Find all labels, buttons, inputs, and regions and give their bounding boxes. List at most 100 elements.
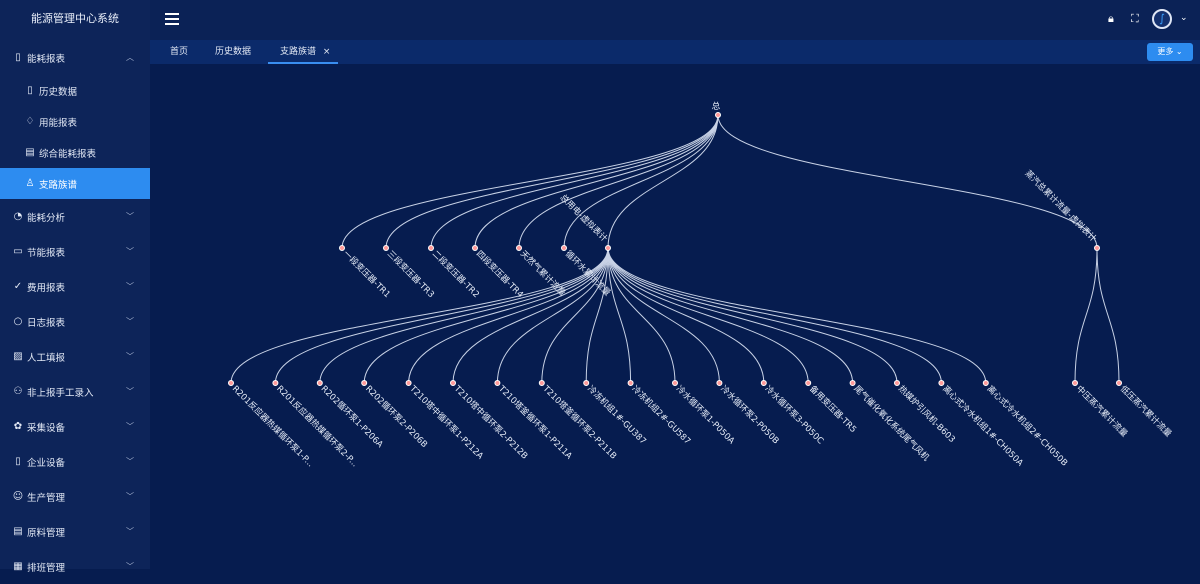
tree-node[interactable] — [450, 380, 456, 386]
tree-node-label: 天然气累计流量 — [518, 248, 568, 298]
tree-node[interactable] — [938, 380, 945, 386]
tree-node[interactable] — [760, 380, 767, 386]
tree-edge — [319, 247, 609, 384]
sidebar-item[interactable]: ⚇ 非上报手工录入 ﹀ — [0, 374, 150, 409]
tree-node[interactable] — [316, 380, 323, 386]
tree-node[interactable] — [272, 380, 279, 386]
sidebar-item[interactable]: ▨ 人工填报 ﹀ — [0, 339, 150, 374]
sidebar-item-label: 历史数据 — [39, 86, 78, 98]
tree-node[interactable] — [494, 380, 501, 386]
sidebar-item-label: 人工填报 — [27, 352, 66, 364]
tree-node[interactable] — [383, 245, 389, 251]
tree-node-label: 备用变压器-TR5 — [807, 383, 859, 435]
more-button[interactable]: 更多 ⌄ — [1147, 43, 1193, 61]
tree-node[interactable] — [361, 380, 368, 386]
tree-node[interactable] — [982, 380, 989, 386]
tree-node[interactable] — [1094, 245, 1100, 251]
sidebar-item[interactable]: ▯ 企业设备 ﹀ — [0, 444, 150, 479]
tree-edge — [607, 114, 719, 249]
document-icon: ▯ — [27, 85, 33, 96]
sidebar-item-label: 非上报手工录入 — [27, 387, 94, 399]
tree-edge — [1096, 247, 1120, 384]
sidebar-item[interactable]: ▯ 能耗报表 ︿ — [0, 40, 150, 75]
tree-edge — [274, 247, 609, 384]
chevron-down-icon: ﹀ — [126, 492, 134, 501]
chevron-down-icon[interactable]: ⌄ — [1180, 13, 1188, 23]
tab-label: 历史数据 — [215, 47, 252, 57]
chevron-down-icon: ﹀ — [126, 282, 134, 291]
tree-edge — [230, 247, 609, 384]
tree-node[interactable] — [716, 380, 723, 386]
tab-label: 首页 — [170, 47, 189, 57]
tab-label: 支路族谱 — [280, 47, 317, 57]
sidebar-item[interactable]: ▭ 节能报表 ﹀ — [0, 234, 150, 269]
tab-history[interactable]: 历史数据 — [215, 40, 251, 64]
sidebar-subitem[interactable]: ▯ 历史数据 — [0, 75, 150, 106]
tree-edge — [1074, 247, 1098, 384]
tree-node[interactable] — [894, 380, 900, 386]
sidebar-item[interactable]: ▤ 原料管理 ﹀ — [0, 514, 150, 549]
tree-node[interactable] — [605, 245, 611, 251]
tree-node-label: T210塔中循环泵1-P212A — [407, 383, 486, 462]
sidebar-item-label: 节能报表 — [27, 247, 66, 259]
avatar[interactable]: ∫ — [1152, 9, 1172, 29]
sidebar-item[interactable]: ✓ 费用报表 ﹀ — [0, 269, 150, 304]
tree-node[interactable] — [672, 380, 678, 386]
sidebar-item-label: 企业设备 — [27, 457, 66, 469]
sidebar-item[interactable]: ✿ 采集设备 ﹀ — [0, 409, 150, 444]
tree-node[interactable] — [1072, 380, 1078, 386]
sidebar-subitem[interactable]: ▤ 综合能耗报表 — [0, 137, 150, 168]
tab-bar: 首页 历史数据 支路族谱 × 更多 ⌄ — [150, 40, 1200, 64]
tree-node[interactable] — [339, 245, 345, 251]
sidebar-subitem[interactable]: ♙ 支路族谱 — [0, 168, 150, 199]
tree-node[interactable] — [428, 245, 434, 251]
branch-tree-chart: 一段变压器-TR1三段变压器-TR3二段变压器-TR2四段变压器-TR4天然气累… — [228, 101, 1174, 469]
tree-node[interactable] — [228, 380, 234, 386]
tree-edge — [408, 247, 609, 384]
bell-icon: ♢ — [25, 116, 35, 127]
tree-root-label: 总 — [712, 101, 721, 112]
sidebar-subitem[interactable]: ♢ 用能报表 — [0, 106, 150, 137]
tree-node-label: 二段变压器-TR2 — [430, 248, 482, 300]
tree-edge — [607, 247, 765, 384]
sidebar-item-label: 能耗分析 — [27, 212, 66, 224]
close-icon[interactable]: × — [322, 47, 331, 57]
tree-node-label: 一段变压器-TR1 — [341, 248, 393, 300]
header: 🔒︎ ⛶ ∫ ⌄ — [150, 0, 1200, 40]
tree-node[interactable] — [538, 380, 545, 386]
tree-node-label: 三段变压器-TR3 — [385, 248, 437, 300]
fullscreen-icon[interactable]: ⛶ — [1131, 12, 1139, 25]
tab-branch-tree[interactable]: 支路族谱 × — [268, 40, 338, 64]
tree-node-label: T210塔釜循环泵1-P211A — [496, 383, 575, 462]
menu-toggle-icon[interactable] — [165, 13, 179, 25]
sidebar-item[interactable]: ☺ 生产管理 ﹀ — [0, 479, 150, 514]
tree-node[interactable] — [627, 380, 634, 386]
tree-node[interactable] — [583, 380, 590, 386]
document-icon: ▯ — [15, 52, 21, 63]
tree-node[interactable] — [472, 245, 478, 251]
sidebar-item[interactable]: ○ 日志报表 ﹀ — [0, 304, 150, 339]
chevron-down-icon: ﹀ — [126, 317, 134, 326]
sidebar-item[interactable]: ◔ 能耗分析 ﹀ — [0, 199, 150, 234]
tab-home[interactable]: 首页 — [170, 40, 188, 64]
check-circle-icon: ✓ — [13, 281, 23, 292]
tree-edge — [607, 247, 720, 384]
tree-root-node[interactable] — [715, 112, 721, 118]
sidebar-item-label: 用能报表 — [39, 117, 78, 129]
tree-node-label: 离心式冷水机组2#-CH050B — [985, 383, 1070, 468]
tree-node[interactable] — [516, 245, 522, 251]
tree-node[interactable] — [405, 380, 412, 386]
tree-edge — [607, 247, 854, 384]
sidebar-item[interactable]: ▦ 排班管理 ﹀ — [0, 549, 150, 584]
chart-icon: ◔ — [13, 211, 23, 222]
sidebar: 能源管理中心系统 ▯ 能耗报表 ︿ ▯ 历史数据 ♢ 用能报表 ▤ 综合能耗报表 ♙ 支路族谱 ◔ 能耗… — [0, 0, 150, 574]
tree-node[interactable] — [849, 380, 856, 386]
chevron-down-icon: ﹀ — [126, 422, 134, 431]
message-icon: ▭ — [13, 246, 23, 257]
tree-node[interactable] — [1116, 380, 1122, 386]
tree-node[interactable] — [561, 245, 567, 251]
tree-node[interactable] — [805, 380, 812, 386]
mobile-icon: ▯ — [15, 456, 21, 467]
sidebar-item-label: 生产管理 — [27, 492, 66, 504]
lock-icon[interactable]: 🔒︎ — [1108, 12, 1114, 25]
